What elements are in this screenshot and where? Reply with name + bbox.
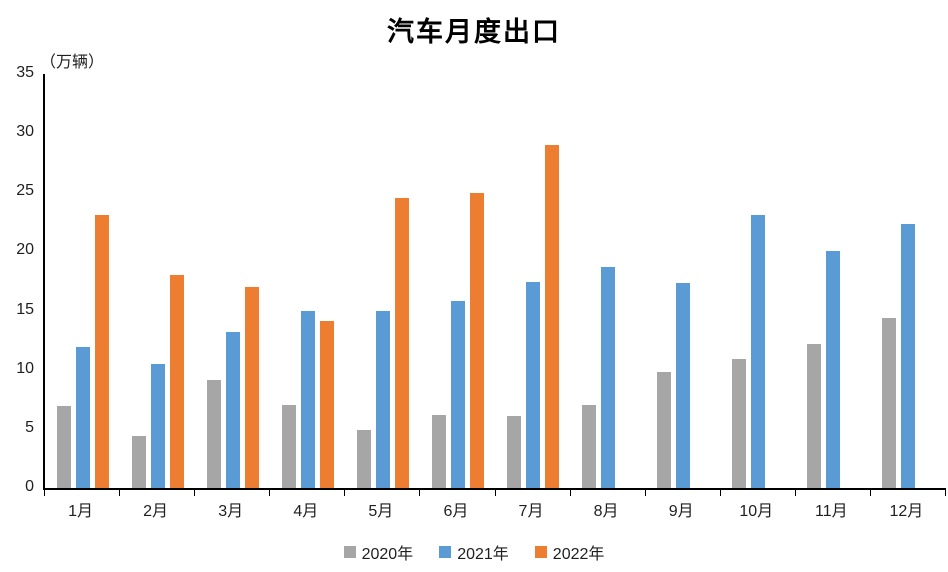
x-axis-label: 9月 (668, 503, 694, 520)
bar (676, 283, 691, 488)
bar (450, 301, 465, 488)
bar (751, 214, 766, 488)
y-tick-label: 5 (25, 418, 34, 436)
legend-item: 2021年 (439, 540, 509, 564)
bar-group (195, 74, 270, 488)
bar-groups (45, 74, 946, 488)
x-axis-label: 7月 (518, 503, 544, 520)
bar (526, 282, 540, 488)
bar (356, 430, 371, 488)
bar (582, 405, 597, 488)
y-tick-label: 0 (25, 478, 34, 495)
bar (657, 372, 672, 488)
bar-group (345, 74, 420, 488)
x-axis-label: 2月 (143, 503, 169, 520)
bar (281, 405, 296, 488)
bar (131, 435, 146, 488)
x-axis-label: 4月 (293, 503, 319, 520)
bar (882, 317, 897, 488)
bar (431, 414, 446, 488)
bar (901, 224, 916, 488)
bar (732, 359, 747, 488)
x-axis-tick (945, 490, 946, 496)
y-tick-label: 20 (16, 241, 34, 259)
bar (225, 331, 240, 488)
x-axis-label: 8月 (593, 503, 619, 520)
x-axis-label: 3月 (218, 503, 244, 520)
legend: 2020年 2021年 2022年 (0, 540, 948, 564)
x-axis-tick (494, 490, 496, 496)
bar-group (646, 74, 721, 488)
x-axis-label: 5月 (368, 503, 394, 520)
y-tick-label: 15 (16, 300, 34, 318)
bar (169, 275, 184, 488)
bar (150, 363, 165, 488)
legend-item: 2022年 (534, 540, 605, 564)
legend-swatch (439, 546, 452, 558)
bar-group (495, 74, 570, 488)
y-tick-label: 30 (16, 123, 34, 141)
legend-label: 2022年 (552, 546, 605, 563)
x-axis-tick (194, 490, 196, 496)
x-axis-tick (344, 490, 346, 496)
bar-group (721, 74, 796, 488)
bar (244, 286, 259, 488)
x-axis-labels: 1月 2月 3月 4月 5月 6月 7月 8月 9月 10月 11月 12月 (43, 497, 944, 521)
x-axis-label: 10月 (739, 503, 774, 520)
bar (375, 310, 390, 488)
chart-title: 汽车月度出口 (387, 17, 561, 47)
bar-group (45, 74, 120, 488)
y-tick-label: 35 (16, 64, 34, 81)
x-axis-tick (719, 490, 721, 496)
y-tick-label: 10 (16, 359, 34, 377)
x-axis-tick (44, 490, 45, 496)
legend-label: 2020年 (361, 546, 414, 563)
bar (507, 415, 521, 488)
y-axis-unit-label: （万辆） (40, 54, 105, 71)
bar (300, 310, 315, 488)
bar (826, 251, 841, 488)
x-axis-tick (119, 490, 121, 496)
bar-group (796, 74, 871, 488)
legend-swatch (343, 546, 356, 558)
bar-group (420, 74, 495, 488)
x-axis-label: 6月 (443, 503, 469, 520)
bar-group (270, 74, 345, 488)
bar (319, 321, 334, 488)
x-axis-tick (794, 490, 796, 496)
bar-group (120, 74, 195, 488)
x-axis-label: 1月 (68, 503, 93, 520)
legend-swatch (534, 546, 547, 558)
bar (75, 347, 90, 488)
y-tick-label: 25 (16, 182, 34, 200)
x-axis-label: 11月 (815, 503, 848, 520)
legend-label: 2021年 (457, 546, 509, 563)
x-axis-tick (419, 490, 421, 496)
bar (206, 380, 221, 488)
bar (545, 144, 559, 488)
legend-item: 2020年 (343, 540, 414, 564)
plot-area (43, 74, 946, 496)
x-axis-label: 12月 (889, 503, 924, 520)
x-axis-tick (644, 490, 646, 496)
bar (394, 198, 409, 488)
bar (469, 193, 484, 488)
bar (807, 343, 822, 488)
x-axis-tick (269, 490, 271, 496)
bar (94, 214, 109, 488)
x-axis-tick (869, 490, 871, 496)
x-axis-tick (569, 490, 571, 496)
bar-group (571, 74, 646, 488)
bar (601, 266, 616, 488)
bar-group (871, 74, 946, 488)
bar (56, 406, 71, 488)
